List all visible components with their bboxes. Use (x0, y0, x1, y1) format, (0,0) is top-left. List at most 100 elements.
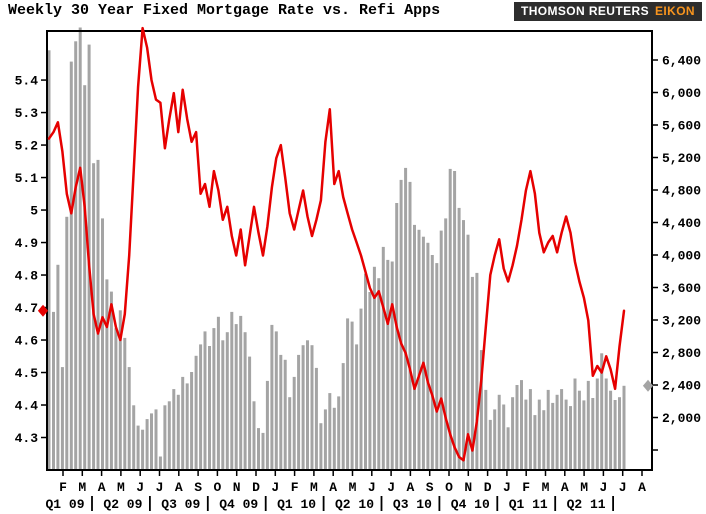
refi-bar (190, 372, 194, 470)
refi-bar (408, 181, 412, 470)
refi-bar (355, 344, 359, 470)
month-label: A (175, 480, 183, 495)
refi-bar (127, 367, 131, 470)
refi-bar (520, 380, 523, 470)
eikon-logo: EIKON (654, 4, 695, 18)
left-axis-tick-label: 4.9 (15, 236, 39, 251)
month-label: A (638, 480, 646, 495)
refi-bar (528, 389, 532, 470)
refi-bar (225, 332, 229, 470)
month-label: O (213, 480, 221, 495)
refi-bar (511, 397, 515, 470)
refi-bar (399, 179, 403, 470)
refi-bar (243, 332, 247, 470)
refi-bar (613, 400, 617, 470)
refi-bar (288, 397, 292, 470)
refi-bar (78, 27, 82, 470)
refi-bar (600, 353, 604, 470)
refi-bar (265, 380, 269, 470)
refi-bar (595, 378, 599, 470)
refi-bar (372, 266, 376, 470)
refi-bar (622, 385, 626, 470)
month-label: J (156, 480, 164, 495)
refi-bar (502, 404, 506, 470)
month-label: M (117, 480, 125, 495)
refi-bar (573, 378, 577, 470)
month-label: J (599, 480, 607, 495)
right-axis-tick-label: 2,800 (662, 346, 701, 361)
refi-bar (479, 350, 483, 470)
left-axis-tick-label: 4.8 (15, 269, 39, 284)
month-label: M (78, 480, 86, 495)
month-label: J (503, 480, 511, 495)
month-label: M (580, 480, 588, 495)
refi-bar (56, 264, 60, 470)
refi-bar (453, 171, 457, 470)
refi-bar (560, 389, 564, 470)
refi-bar (194, 355, 198, 470)
right-axis-tick-label: 3,600 (662, 281, 701, 296)
refi-bar (297, 354, 301, 470)
left-axis-tick-label: 5.4 (15, 74, 39, 89)
refi-bar (181, 376, 185, 470)
right-axis-tick-label: 5,600 (662, 119, 701, 134)
quarter-label: Q1 09 (45, 497, 84, 512)
refi-bar (123, 337, 127, 470)
month-label: O (445, 480, 453, 495)
quarter-label: Q2 09 (103, 497, 142, 512)
refi-bar (417, 229, 421, 470)
refi-bar (506, 427, 510, 470)
refi-bar (185, 383, 189, 470)
refi-bar (252, 401, 256, 470)
right-axis-tick-label: 4,800 (662, 184, 701, 199)
refi-bar (475, 272, 479, 470)
refi-bar (60, 367, 64, 470)
chart-title: Weekly 30 Year Fixed Mortgage Rate vs. R… (8, 2, 441, 19)
right-axis-tick-label: 5,200 (662, 151, 701, 166)
refi-bar (368, 292, 372, 470)
refi-bar (462, 220, 465, 470)
refi-bar (118, 310, 122, 470)
refi-bar (555, 394, 559, 470)
month-label: F (291, 480, 299, 495)
month-label: S (426, 480, 434, 495)
refi-bar (163, 405, 167, 470)
refi-current-marker (642, 379, 654, 392)
month-label: J (387, 480, 395, 495)
month-label: M (542, 480, 550, 495)
month-label: F (59, 480, 67, 495)
refi-bar (274, 331, 278, 470)
refi-bar (306, 340, 309, 470)
refi-bar (457, 207, 461, 470)
right-axis-tick-label: 4,400 (662, 216, 701, 231)
refi-bar (292, 376, 296, 470)
refi-bar (65, 216, 69, 470)
refi-bar (203, 331, 207, 470)
refi-bar (239, 315, 243, 470)
refi-bar (109, 291, 113, 470)
refi-bar (582, 400, 586, 470)
refi-bar (301, 345, 305, 470)
x-axis-quarters: Q1 09 Q2 09 Q3 09 Q4 09 Q1 10 Q2 10 Q3 10 Q4 10… (45, 496, 614, 512)
refi-bar (105, 279, 109, 470)
refi-bar (386, 259, 390, 470)
quarter-label: Q4 10 (451, 497, 490, 512)
refi-bar (337, 396, 341, 470)
refi-bar (546, 389, 550, 470)
refi-bar (154, 409, 158, 470)
refi-bar (216, 316, 220, 470)
refi-bar (586, 380, 590, 470)
refi-bar (618, 397, 621, 470)
quarter-label: Q4 09 (219, 497, 258, 512)
refi-bar (279, 354, 283, 470)
refi-bar (439, 230, 443, 470)
refi-bar (52, 311, 55, 470)
refi-bar (150, 413, 153, 470)
refi-bar (569, 406, 572, 470)
refi-bar (101, 218, 104, 470)
refi-bar (444, 218, 448, 470)
month-label: M (310, 480, 318, 495)
quarter-label: Q1 11 (509, 497, 548, 512)
month-label: F (522, 480, 530, 495)
